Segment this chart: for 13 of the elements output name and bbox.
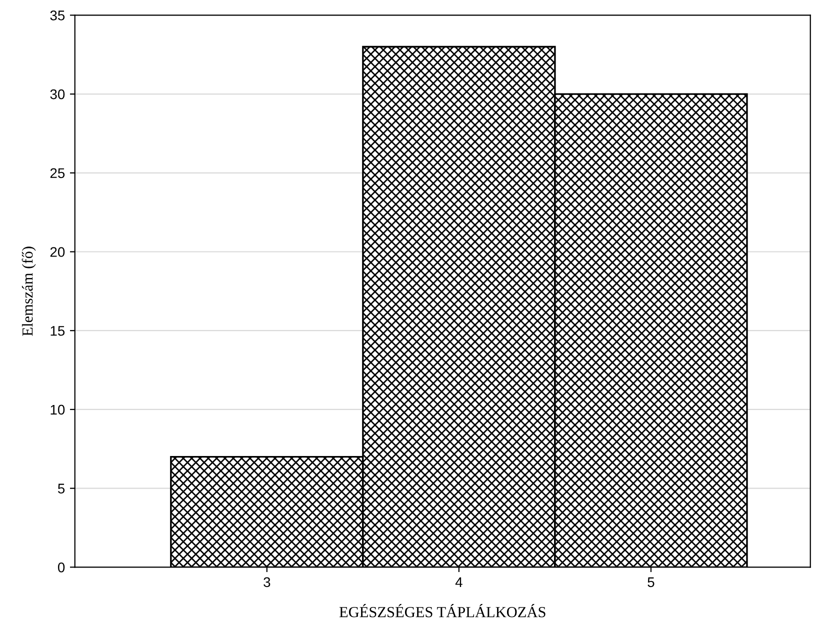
y-tick-label: 0	[58, 562, 65, 572]
y-tick-label: 25	[50, 168, 65, 178]
x-tick-label: 4	[455, 577, 462, 587]
x-axis-title: EGÉSZSÉGES TÁPLÁLKOZÁS	[339, 604, 546, 618]
y-tick-label: 15	[50, 326, 65, 336]
x-tick-label: 5	[648, 577, 654, 588]
y-tick-label: 20	[50, 247, 65, 257]
x-tick-label: 3	[264, 577, 270, 588]
y-axis-title: Elemszám (fő)	[22, 246, 36, 336]
y-tick-label: 10	[50, 404, 65, 415]
y-tick-label: 30	[50, 89, 65, 100]
y-tick-label: 5	[58, 484, 65, 494]
y-tick-label: 35	[50, 10, 65, 20]
